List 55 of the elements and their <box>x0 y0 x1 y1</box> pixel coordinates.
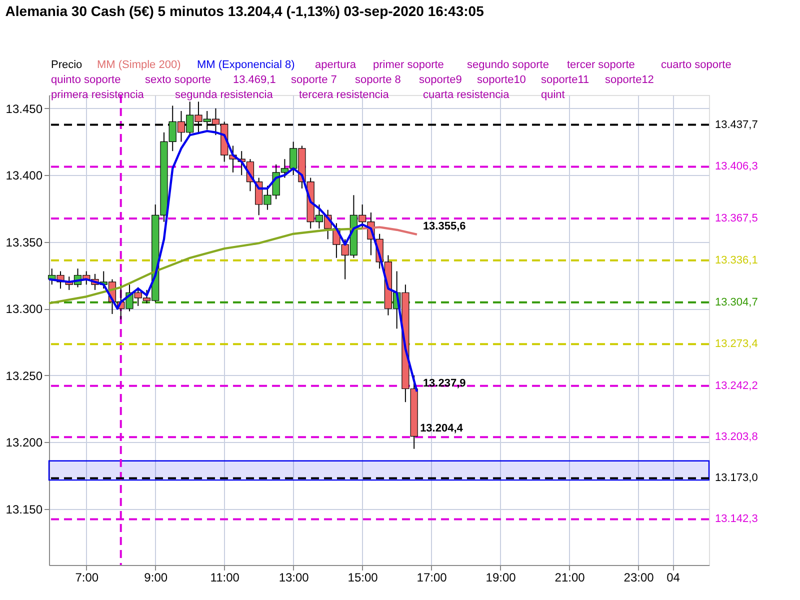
y-tick-label: 13.200 <box>6 436 43 450</box>
x-tick-label: 17:00 <box>416 570 448 584</box>
annotation: 13.355,6 <box>422 220 466 232</box>
annotation: 13.237,9 <box>422 378 466 390</box>
ref-line-label: 13.437,7 <box>715 118 758 131</box>
x-tick-label: 13:00 <box>278 570 310 584</box>
y-tick-label: 13.350 <box>6 235 43 250</box>
ref-line-label: 13.142,3 <box>715 513 758 526</box>
ref-line-label: 13.367,5 <box>715 212 758 225</box>
x-tick-label: 7:00 <box>75 570 99 584</box>
x-tick-label: 23:00 <box>624 570 654 584</box>
ref-line-label: 13.173,0 <box>715 472 758 484</box>
annotation: primera resistencia <box>51 89 145 101</box>
text: MM (Simple 200) <box>97 59 181 71</box>
ref-line-label: 13.273,4 <box>715 338 758 350</box>
ref-line-label: 13.304,7 <box>715 296 758 308</box>
text: soporte12 <box>605 74 654 86</box>
text: sexto soporte <box>145 74 212 86</box>
x-tick-label: 9:00 <box>144 570 168 584</box>
annotation: segunda resistencia <box>175 89 274 101</box>
text: apertura <box>315 59 357 71</box>
text: quinto soporte <box>51 74 121 86</box>
text: MM (Exponencial 8) <box>197 59 295 71</box>
line-series <box>48 130 418 393</box>
y-tick-label: 13.250 <box>6 368 43 383</box>
x-tick-label: 11:00 <box>210 570 240 584</box>
text: cuarto soporte <box>661 59 732 71</box>
text: Precio <box>51 59 82 71</box>
text: soporte9 <box>419 74 462 86</box>
annotation: quint <box>541 89 565 101</box>
annotation: 13.204,4 <box>420 422 464 434</box>
x-tick-label: 15:00 <box>348 570 378 584</box>
x-tick-label: 04 <box>666 570 680 584</box>
ref-line-label: 13.406,3 <box>715 160 758 173</box>
text: soporte 8 <box>355 74 401 86</box>
y-tick-label: 13.150 <box>6 502 43 516</box>
text: soporte 7 <box>291 74 337 86</box>
text: segundo soporte <box>467 59 549 71</box>
ref-line-label: 13.242,2 <box>715 380 758 392</box>
chart-title: Alemania 30 Cash (5€) 5 minutos 13.204,4 (-1,13%) 03-sep-2020 16:43:05 <box>5 3 484 19</box>
line-series <box>361 226 418 236</box>
text: 13.469,1 <box>233 74 276 86</box>
annotation: cuarta resistencia <box>423 89 510 101</box>
annotation: tercera resistencia <box>299 89 390 101</box>
ref-line-label: 13.336,1 <box>715 254 758 266</box>
y-tick-label: 13.450 <box>6 102 43 116</box>
text: primer soporte <box>373 59 444 71</box>
text: soporte10 <box>477 74 526 86</box>
y-tick-label: 13.300 <box>6 302 43 316</box>
x-tick-label: 19:00 <box>486 570 516 584</box>
ref-line-label: 13.203,8 <box>715 431 758 444</box>
text: tercer soporte <box>567 59 635 71</box>
text: soporte11 <box>541 74 590 86</box>
x-tick-label: 21:00 <box>554 570 586 584</box>
y-tick-label: 13.400 <box>6 168 43 183</box>
